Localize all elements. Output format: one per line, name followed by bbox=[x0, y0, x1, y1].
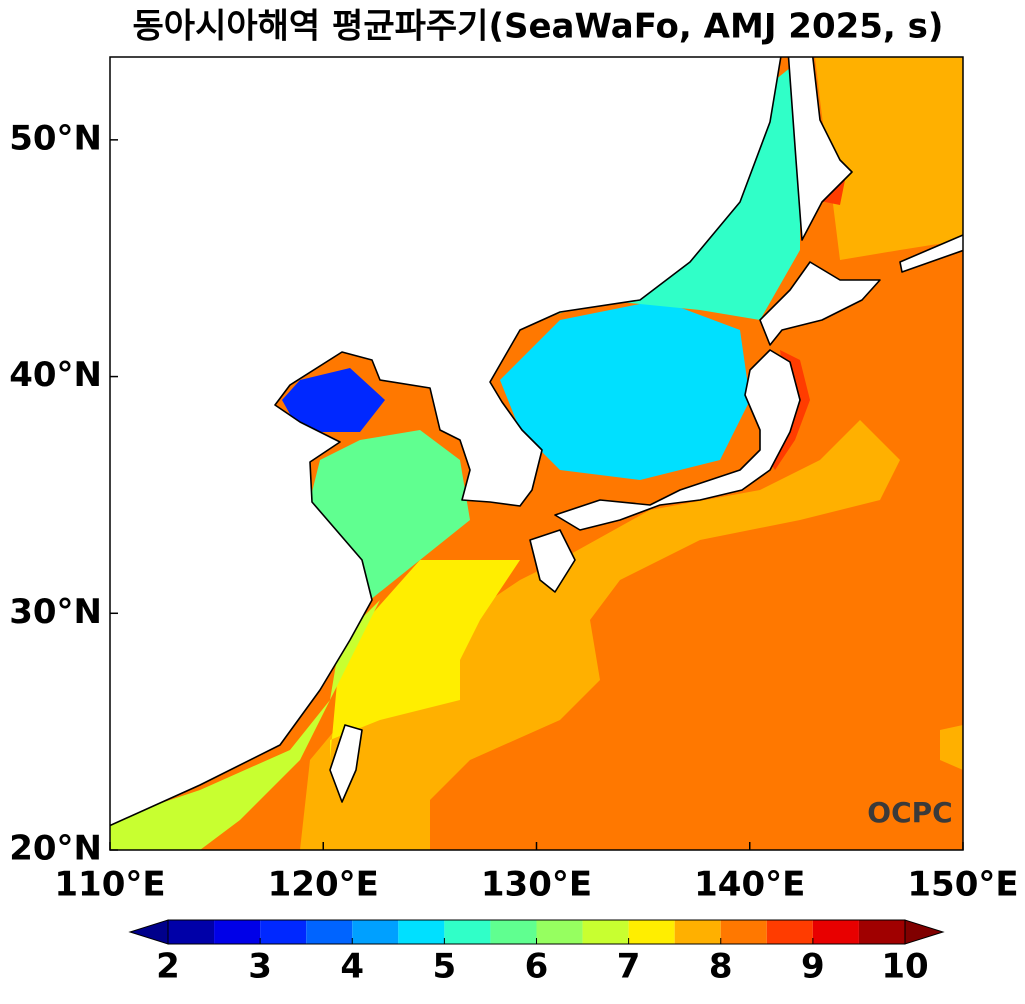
contour-region bbox=[110, 600, 380, 850]
colorbar-segment bbox=[352, 920, 399, 944]
y-tick-label: 30°N bbox=[9, 592, 102, 632]
colorbar-segment bbox=[628, 920, 675, 944]
colorbar-segment bbox=[398, 920, 445, 944]
colorbar-segment bbox=[536, 920, 583, 944]
colorbar-segment bbox=[490, 920, 537, 944]
contour-region bbox=[940, 725, 963, 770]
colorbar-segment bbox=[858, 920, 905, 944]
colorbar-tick-label: 4 bbox=[340, 947, 364, 987]
contour-region bbox=[500, 300, 750, 480]
contour-region bbox=[282, 368, 385, 432]
colorbar-segment bbox=[306, 920, 353, 944]
colorbar-tick-label: 9 bbox=[801, 947, 825, 987]
x-tick-label: 110°E bbox=[54, 865, 165, 905]
colorbar-segment bbox=[582, 920, 629, 944]
colorbar-segment bbox=[674, 920, 721, 944]
colorbar-segment bbox=[720, 920, 767, 944]
contour-region bbox=[300, 420, 900, 850]
y-tick-label: 50°N bbox=[9, 118, 102, 158]
x-tick-label: 140°E bbox=[694, 865, 805, 905]
land bbox=[899, 234, 963, 273]
colorbar-extend-low bbox=[128, 919, 169, 945]
colorbar-segment bbox=[168, 920, 215, 944]
contour-region bbox=[815, 57, 963, 260]
colorbar-tick-label: 8 bbox=[709, 947, 733, 987]
contour-region bbox=[330, 560, 520, 760]
colorbar-segment bbox=[214, 920, 261, 944]
colorbar-segment bbox=[812, 920, 859, 944]
map-field bbox=[110, 57, 963, 850]
y-tick-label: 40°N bbox=[9, 355, 102, 395]
colorbar-tick-label: 3 bbox=[248, 947, 272, 987]
colorbar-tick-label: 10 bbox=[881, 947, 928, 987]
colorbar-tick-label: 2 bbox=[156, 947, 180, 987]
colorbar-tick-label: 5 bbox=[433, 947, 457, 987]
contour-region bbox=[540, 60, 800, 320]
colorbar-tick-label: 6 bbox=[525, 947, 549, 987]
x-tick-label: 120°E bbox=[268, 865, 379, 905]
land bbox=[759, 261, 881, 346]
colorbar-segment bbox=[260, 920, 307, 944]
colorbar-extend-high bbox=[904, 919, 945, 945]
chart-title: 동아시아해역 평균파주기(SeaWaFo, AMJ 2025, s) bbox=[133, 7, 944, 47]
land bbox=[787, 57, 853, 241]
land bbox=[110, 57, 782, 827]
logo: OCPC bbox=[867, 796, 952, 829]
y-tick-label: 20°N bbox=[9, 829, 102, 869]
x-tick-label: 130°E bbox=[481, 865, 592, 905]
land bbox=[329, 724, 363, 803]
colorbar-tick-label: 7 bbox=[617, 947, 641, 987]
colorbar-segment bbox=[766, 920, 813, 944]
land bbox=[554, 349, 801, 531]
x-tick-label: 150°E bbox=[907, 865, 1018, 905]
colorbar-segment bbox=[444, 920, 491, 944]
land bbox=[529, 529, 576, 593]
